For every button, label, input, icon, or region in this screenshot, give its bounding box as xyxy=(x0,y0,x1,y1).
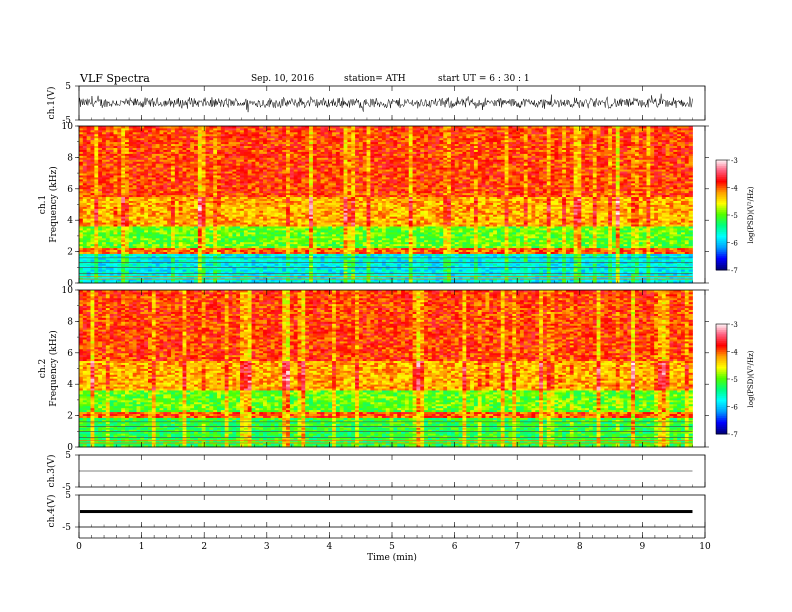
ylabel-p4: ch.4(V) xyxy=(46,495,57,528)
ylabel-frequency-p1: Frequency (kHz) xyxy=(48,166,59,243)
ylabel-frequency-p2: Frequency (kHz) xyxy=(48,330,59,407)
plot-title: VLF Spectra xyxy=(80,72,150,85)
colorbar-tick-p1-m4: -4 xyxy=(731,185,738,193)
ytick-label-p0-5: 5 xyxy=(65,82,71,92)
ytick-label-p2-4: 4 xyxy=(67,380,73,390)
ch1-waveform: 5 -5 ch.1(V) xyxy=(46,82,706,126)
ch1-spectrogram: 0 2 4 6 8 10 ch.1 Frequency (kHz) -3 -4 -5 -6 -7 log(… xyxy=(38,122,755,289)
colorbar-label-p2: log(PSD)(V²/Hz) xyxy=(747,350,755,407)
ytick-label-p2-6: 6 xyxy=(67,349,73,359)
colorbar-tick-p1-m5: -5 xyxy=(731,212,738,220)
ch2-spectrogram: 0 2 4 6 8 10 ch.2 Frequency (kHz) -3 -4 -5 -6 -7 log(… xyxy=(38,286,755,453)
xtick-label-10: 10 xyxy=(699,542,711,552)
ytick-label-p1-4: 4 xyxy=(67,216,73,226)
ylabel-p0: ch.1(V) xyxy=(46,87,57,120)
colorbar-ch1-spectrogram: -3 -4 -5 -6 -7 log(PSD)(V²/Hz) xyxy=(715,157,755,275)
colorbar-tick-p1-m3: -3 xyxy=(731,157,738,165)
date-label: Sep. 10, 2016 xyxy=(251,74,314,84)
ytick-label-p1-2: 2 xyxy=(67,248,73,258)
xtick-label-4: 4 xyxy=(327,542,333,552)
ch3-waveform: 5 -5 ch.3(V) xyxy=(46,451,706,493)
ytick-label-p1-0: 0 xyxy=(67,279,73,289)
ylabel-channel-p2: ch.2 xyxy=(38,359,48,378)
colorbar-tick-p1-m7: -7 xyxy=(731,267,738,275)
xtick-label-5: 5 xyxy=(389,542,395,552)
ytick-label-p4-5: 5 xyxy=(65,491,71,501)
xtick-label-2: 2 xyxy=(201,542,207,552)
ytick-label-p2-10: 10 xyxy=(62,286,74,296)
colorbar-tick-p2-m5: -5 xyxy=(731,376,738,384)
x-axis-label: Time (min) xyxy=(367,552,417,563)
colorbar-tick-p2-m6: -6 xyxy=(731,404,738,412)
x-axis: 0 1 2 3 4 5 6 7 8 9 10 Time (min) xyxy=(76,86,711,563)
ytick-label-p1-6: 6 xyxy=(67,185,73,195)
ytick-label-p1-8: 8 xyxy=(67,153,73,163)
ytick-label-p4-m5: -5 xyxy=(62,523,71,533)
start-time-label: start UT = 6 : 30 : 1 xyxy=(438,74,530,84)
colorbar-tick-p2-m4: -4 xyxy=(731,349,738,357)
ytick-label-p3-5: 5 xyxy=(65,451,71,461)
ytick-label-p0-m5: -5 xyxy=(62,116,71,126)
ytick-label-p2-0: 0 xyxy=(67,443,73,453)
colorbar-ch2-spectrogram: -3 -4 -5 -6 -7 log(PSD)(V²/Hz) xyxy=(715,321,755,439)
ytick-label-p3-m5: -5 xyxy=(62,483,71,493)
xtick-label-9: 9 xyxy=(640,542,646,552)
colorbar-tick-p1-m6: -6 xyxy=(731,240,738,248)
ytick-label-p2-2: 2 xyxy=(67,412,73,422)
colorbar-tick-p2-m7: -7 xyxy=(731,431,738,439)
colorbar-label-p1: log(PSD)(V²/Hz) xyxy=(747,186,755,243)
xtick-label-1: 1 xyxy=(139,542,145,552)
colorbar-tick-p2-m3: -3 xyxy=(731,321,738,329)
ytick-label-p1-10: 10 xyxy=(62,122,74,132)
xtick-label-8: 8 xyxy=(577,542,583,552)
ylabel-p3: ch.3(V) xyxy=(46,455,57,488)
xtick-label-0: 0 xyxy=(76,542,82,552)
xtick-label-3: 3 xyxy=(264,542,270,552)
ytick-label-p2-8: 8 xyxy=(67,317,73,327)
xtick-label-6: 6 xyxy=(452,542,458,552)
xtick-label-7: 7 xyxy=(514,542,520,552)
station-label: station= ATH xyxy=(344,74,406,84)
ch4-waveform: 5 -5 ch.4(V) xyxy=(46,491,706,533)
ylabel-channel-p1: ch.1 xyxy=(38,195,48,214)
